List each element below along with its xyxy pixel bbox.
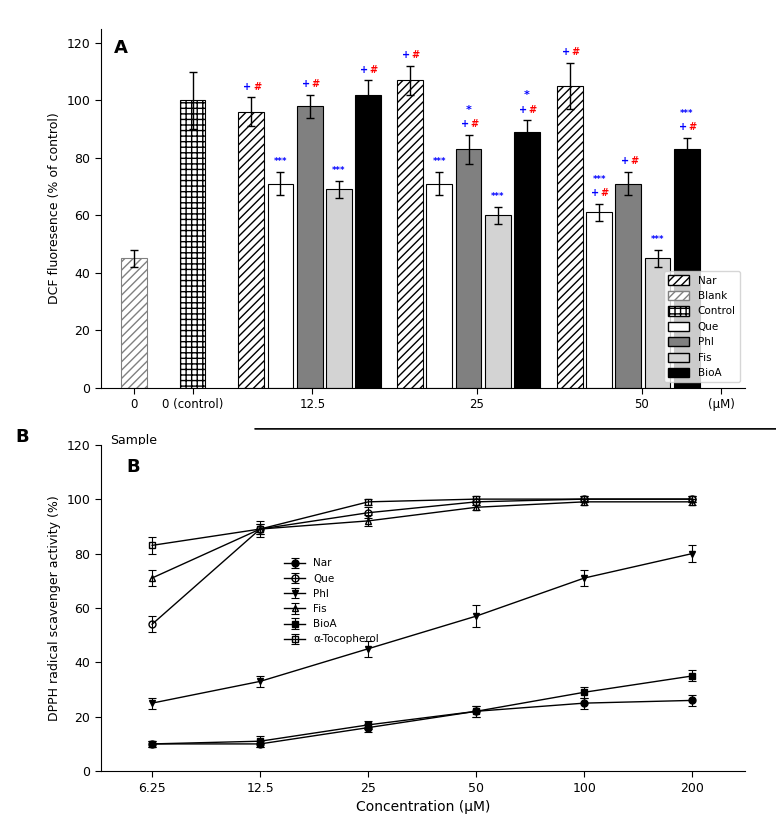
Text: ***: *** — [332, 166, 345, 175]
Bar — [485, 215, 511, 388]
Bar — [397, 80, 423, 388]
Text: ***: *** — [274, 157, 287, 166]
Text: #: # — [253, 82, 261, 91]
Bar — [645, 259, 670, 388]
Text: *: * — [466, 104, 472, 115]
Bar — [674, 149, 700, 388]
Bar — [587, 212, 612, 388]
Text: +: + — [563, 47, 570, 57]
Text: #: # — [630, 157, 638, 166]
Bar — [296, 106, 323, 388]
Y-axis label: DCF fluoresence (% of control): DCF fluoresence (% of control) — [48, 113, 61, 304]
Text: B: B — [126, 458, 140, 476]
Text: IgE + DNP-HSA: IgE + DNP-HSA — [553, 447, 647, 460]
X-axis label: Concentration (μM): Concentration (μM) — [355, 800, 490, 814]
Text: #: # — [412, 50, 420, 60]
Text: ***: *** — [433, 157, 446, 166]
Text: +: + — [519, 104, 527, 115]
Text: *: * — [524, 91, 530, 100]
Bar — [456, 149, 481, 388]
Bar — [268, 184, 293, 388]
Bar — [238, 112, 265, 388]
Text: ***: *** — [680, 109, 694, 118]
Text: +: + — [403, 50, 411, 60]
Text: #: # — [369, 64, 378, 74]
Legend: Nar, Que, Phl, Fis, BioA, α-Tocopherol: Nar, Que, Phl, Fis, BioA, α-Tocopherol — [280, 554, 383, 649]
Text: #: # — [572, 47, 580, 57]
Text: A: A — [114, 39, 127, 57]
Bar — [615, 184, 641, 388]
Text: +: + — [461, 119, 469, 129]
Text: +: + — [591, 188, 600, 198]
Text: B: B — [16, 428, 29, 446]
Text: Sample: Sample — [110, 433, 158, 446]
Bar — [514, 132, 540, 388]
Text: +: + — [360, 64, 369, 74]
Text: +: + — [244, 82, 251, 91]
Bar — [179, 100, 206, 388]
Text: +: + — [621, 157, 629, 166]
Text: #: # — [528, 104, 536, 115]
Bar — [121, 259, 147, 388]
Bar — [355, 95, 381, 388]
Text: ***: *** — [592, 175, 606, 184]
Legend: Nar, Blank, Control, Que, Phl, Fis, BioA: Nar, Blank, Control, Que, Phl, Fis, BioA — [664, 271, 740, 383]
Bar — [557, 86, 583, 388]
Y-axis label: DPPH radical scavenger activity (%): DPPH radical scavenger activity (%) — [48, 495, 61, 721]
Text: ***: *** — [651, 235, 664, 244]
Text: +: + — [302, 79, 310, 89]
Text: ***: *** — [491, 192, 504, 201]
Text: #: # — [470, 119, 478, 129]
Text: #: # — [601, 188, 609, 198]
Text: #: # — [688, 122, 696, 132]
Text: +: + — [679, 122, 687, 132]
Text: #: # — [311, 79, 319, 89]
Bar — [427, 184, 452, 388]
Bar — [326, 189, 352, 388]
